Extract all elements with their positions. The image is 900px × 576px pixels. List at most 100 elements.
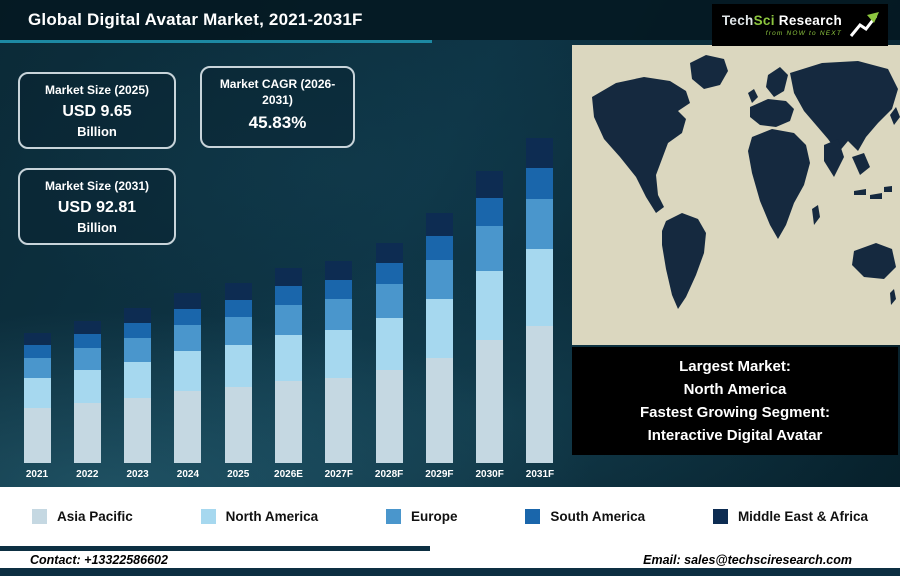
bar-column-2026E: 2026E [267, 268, 309, 480]
bar-segment-middle-east-africa [476, 171, 504, 198]
legend-item-asia-pacific: Asia Pacific [32, 508, 133, 524]
x-axis-label: 2027F [324, 469, 353, 480]
bar-segment-middle-east-africa [23, 333, 51, 345]
legend-item-middle-east-africa: Middle East & Africa [712, 508, 868, 524]
bar-segment-south-america [476, 198, 504, 226]
bar-stack [425, 213, 453, 463]
bar-segment-asia-pacific [274, 381, 302, 463]
legend-label: Asia Pacific [57, 508, 133, 524]
bar-segment-europe [274, 305, 302, 335]
bar-chart: 2021 2022 2023 2024 2025 2026E 2027F 2028F 2029F… [16, 130, 561, 480]
bar-stack [224, 283, 252, 463]
bar-segment-middle-east-africa [274, 268, 302, 286]
bar-column-2027F: 2027F [318, 261, 360, 480]
bar-segment-south-america [174, 309, 202, 325]
x-axis-label: 2028F [374, 469, 404, 480]
bar-segment-middle-east-africa [425, 213, 453, 236]
stat-unit: Billion [77, 124, 117, 140]
bar-column-2021: 2021 [16, 333, 58, 480]
market-callout-box: Largest Market: North America Fastest Gr… [572, 347, 898, 455]
logo-brand-research: Research [774, 13, 842, 28]
bar-segment-south-america [526, 168, 554, 199]
stat-value: USD 9.65 [62, 103, 132, 121]
bar-column-2022: 2022 [66, 321, 108, 480]
bar-segment-north-america [124, 362, 152, 398]
logo-tagline: from NOW to NEXT [765, 30, 842, 37]
stat-value: USD 92.81 [57, 199, 137, 217]
bar-stack [73, 321, 101, 463]
bar-segment-europe [23, 358, 51, 378]
footer-email: Email: sales@techsciresearch.com [643, 553, 852, 567]
x-axis-label: 2031F [525, 469, 555, 480]
bar-segment-middle-east-africa [73, 321, 101, 334]
bar-segment-asia-pacific [325, 378, 353, 463]
legend-label: Middle East & Africa [737, 508, 868, 524]
bar-column-2023: 2023 [117, 308, 159, 480]
footer-accent-line [0, 546, 430, 551]
x-axis-label: 2025 [227, 469, 250, 480]
stat-unit [208, 136, 347, 138]
legend-item-south-america: South America [525, 508, 646, 524]
x-axis-label: 2022 [76, 469, 99, 480]
bar-column-2031F: 2031F [519, 138, 561, 480]
bar-segment-europe [174, 325, 202, 351]
callout-line: Interactive Digital Avatar [647, 427, 823, 445]
bar-segment-asia-pacific [23, 408, 51, 463]
bar-segment-south-america [224, 300, 252, 317]
bar-segment-europe [425, 260, 453, 299]
legend-swatch [32, 508, 47, 524]
bar-segment-south-america [73, 334, 101, 348]
legend-swatch [200, 508, 216, 524]
logo-brand: TechSci Research [722, 13, 842, 28]
bar-stack [375, 243, 403, 463]
bar-segment-north-america [425, 299, 453, 358]
bar-segment-south-america [23, 345, 51, 358]
world-map [572, 45, 900, 345]
bar-stack [476, 171, 504, 463]
callout-line: Largest Market: [679, 357, 791, 375]
x-axis-label: 2030F [475, 469, 504, 480]
stat-value: 45.83% [248, 113, 307, 133]
techsci-logo: TechSci Research from NOW to NEXT [712, 4, 888, 46]
bar-column-2024: 2024 [167, 293, 209, 480]
x-axis-label: 2029F [425, 469, 454, 480]
bar-segment-middle-east-africa [124, 308, 152, 323]
bar-segment-south-america [425, 236, 453, 260]
stat-box-market-cagr: Market CAGR (2026-2031) 45.83% [200, 66, 355, 149]
bar-segment-europe [375, 284, 403, 318]
map-landmasses [592, 55, 900, 309]
bar-segment-asia-pacific [476, 340, 504, 463]
bar-segment-north-america [73, 370, 101, 403]
bar-segment-asia-pacific [73, 403, 101, 463]
bar-segment-middle-east-africa [174, 293, 202, 309]
legend-item-europe: Europe [385, 508, 458, 524]
logo-brand-sci: Sci [753, 13, 775, 28]
bar-stack [174, 293, 202, 463]
legend-item-north-america: North America [200, 508, 319, 524]
stat-box-market-size-2031: Market Size (2031) USD 92.81 Billion [18, 168, 176, 246]
legend-label: South America [550, 508, 646, 524]
bar-stack [124, 308, 152, 463]
bar-segment-north-america [526, 249, 554, 326]
bar-segment-middle-east-africa [375, 243, 403, 263]
bar-segment-north-america [274, 335, 302, 381]
bar-segment-europe [124, 338, 152, 362]
bar-segment-north-america [375, 318, 403, 370]
callout-line: Fastest Growing Segment: [639, 404, 831, 421]
world-map-svg [572, 45, 900, 345]
growth-arrow-icon [849, 12, 879, 37]
chart-legend: Asia Pacific North America Europe South Ame… [0, 487, 900, 545]
bar-segment-asia-pacific [174, 391, 202, 463]
legend-label: North America [225, 508, 319, 524]
bar-segment-asia-pacific [526, 326, 554, 463]
stat-unit: Billion [77, 220, 117, 236]
footer-contact: Contact: +13322586602 [30, 553, 168, 567]
bar-column-2025: 2025 [217, 283, 259, 480]
bar-segment-asia-pacific [425, 358, 453, 463]
x-axis-label: 2026E [274, 469, 303, 480]
stat-label: Market Size (2025) [44, 83, 150, 97]
legend-swatch [525, 508, 541, 524]
bar-segment-middle-east-africa [325, 261, 353, 280]
bar-segment-north-america [23, 378, 51, 408]
logo-brand-tech: Tech [721, 13, 754, 28]
